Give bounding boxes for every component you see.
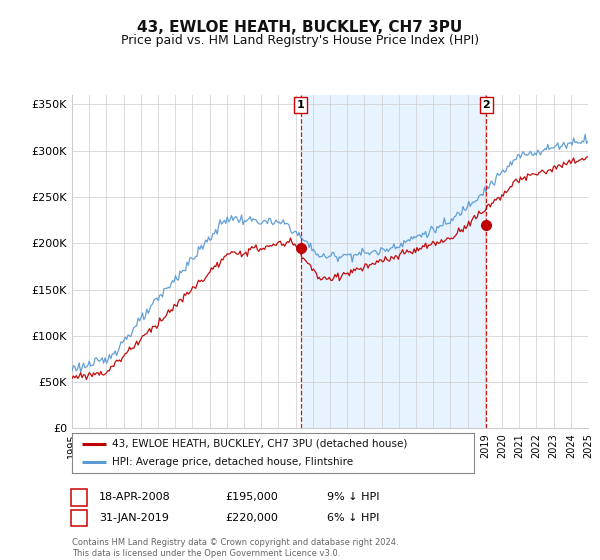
Text: 1: 1: [76, 492, 83, 502]
Text: 43, EWLOE HEATH, BUCKLEY, CH7 3PU (detached house): 43, EWLOE HEATH, BUCKLEY, CH7 3PU (detac…: [112, 439, 407, 449]
Text: Price paid vs. HM Land Registry's House Price Index (HPI): Price paid vs. HM Land Registry's House …: [121, 34, 479, 46]
Text: 18-APR-2008: 18-APR-2008: [99, 492, 171, 502]
Text: 31-JAN-2019: 31-JAN-2019: [99, 513, 169, 523]
Text: £220,000: £220,000: [225, 513, 278, 523]
Text: 43, EWLOE HEATH, BUCKLEY, CH7 3PU: 43, EWLOE HEATH, BUCKLEY, CH7 3PU: [137, 20, 463, 35]
Text: £195,000: £195,000: [225, 492, 278, 502]
Text: 1: 1: [297, 100, 304, 110]
Text: Contains HM Land Registry data © Crown copyright and database right 2024.
This d: Contains HM Land Registry data © Crown c…: [72, 538, 398, 558]
Text: 9% ↓ HPI: 9% ↓ HPI: [327, 492, 380, 502]
Text: 2: 2: [482, 100, 490, 110]
Text: HPI: Average price, detached house, Flintshire: HPI: Average price, detached house, Flin…: [112, 458, 353, 467]
Text: 6% ↓ HPI: 6% ↓ HPI: [327, 513, 379, 523]
Bar: [301, 95, 486, 428]
Text: 2: 2: [76, 513, 83, 523]
